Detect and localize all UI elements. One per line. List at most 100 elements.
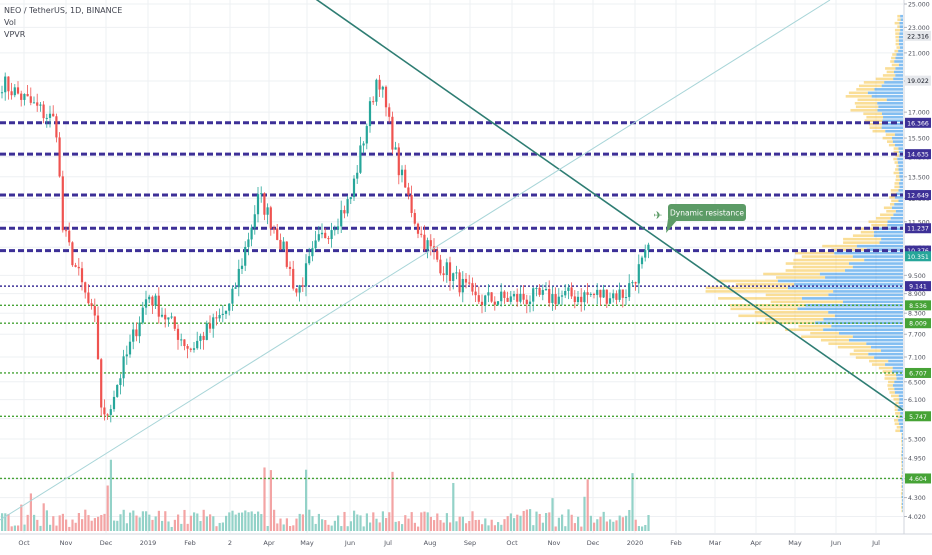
candle-body[interactable] xyxy=(45,117,48,119)
candle-body[interactable] xyxy=(506,297,509,302)
candle-body[interactable] xyxy=(647,244,650,251)
candle-body[interactable] xyxy=(0,92,4,94)
candle-body[interactable] xyxy=(90,303,93,307)
candle-body[interactable] xyxy=(112,396,116,410)
candle-body[interactable] xyxy=(93,306,96,316)
candle-body[interactable] xyxy=(311,248,314,257)
candle-body[interactable] xyxy=(564,291,567,296)
candle-body[interactable] xyxy=(391,116,394,150)
candle-body[interactable] xyxy=(500,291,503,302)
candle-body[interactable] xyxy=(458,272,461,293)
candle-body[interactable] xyxy=(100,359,103,408)
candle-body[interactable] xyxy=(503,291,506,298)
candle-body[interactable] xyxy=(20,93,23,100)
candle-body[interactable] xyxy=(551,294,554,303)
candle-body[interactable] xyxy=(496,301,500,305)
candle-body[interactable] xyxy=(474,291,477,296)
candle-body[interactable] xyxy=(612,293,615,299)
candle-body[interactable] xyxy=(250,227,253,240)
candle-body[interactable] xyxy=(231,288,234,304)
candle-body[interactable] xyxy=(528,301,532,304)
price-label-box[interactable] xyxy=(905,245,931,256)
candle-body[interactable] xyxy=(279,239,282,250)
candle-body[interactable] xyxy=(173,316,176,329)
candle-body[interactable] xyxy=(637,264,640,284)
candle-body[interactable] xyxy=(272,228,276,230)
price-label-box[interactable] xyxy=(905,117,931,128)
price-label-box[interactable] xyxy=(905,281,931,292)
candle-body[interactable] xyxy=(122,356,125,379)
candle-body[interactable] xyxy=(138,322,141,337)
candle-body[interactable] xyxy=(628,283,631,298)
candle-body[interactable] xyxy=(186,346,189,349)
candle-body[interactable] xyxy=(125,354,128,357)
candle-body[interactable] xyxy=(436,250,439,260)
candle-body[interactable] xyxy=(199,335,202,341)
candle-body[interactable] xyxy=(599,289,602,298)
candle-body[interactable] xyxy=(4,76,7,93)
candle-body[interactable] xyxy=(407,187,410,196)
candle-body[interactable] xyxy=(567,287,570,292)
candle-body[interactable] xyxy=(605,289,608,304)
candle-body[interactable] xyxy=(87,292,90,304)
price-label-box[interactable] xyxy=(905,75,931,86)
candle-body[interactable] xyxy=(602,289,605,298)
candle-body[interactable] xyxy=(356,172,359,179)
candle-body[interactable] xyxy=(535,287,538,289)
candle-body[interactable] xyxy=(608,298,612,304)
price-label-box[interactable] xyxy=(905,411,931,422)
candle-body[interactable] xyxy=(468,282,471,284)
candle-body[interactable] xyxy=(416,223,420,234)
candle-body[interactable] xyxy=(580,296,583,303)
indicator-vpvr[interactable]: VPVR xyxy=(4,30,26,39)
candle-body[interactable] xyxy=(48,113,52,118)
candle-body[interactable] xyxy=(445,262,448,276)
candle-body[interactable] xyxy=(384,86,388,108)
candle-body[interactable] xyxy=(423,234,426,250)
candle-body[interactable] xyxy=(7,76,10,92)
candle-body[interactable] xyxy=(170,316,173,318)
candle-body[interactable] xyxy=(448,262,452,281)
candle-body[interactable] xyxy=(61,176,64,231)
candle-body[interactable] xyxy=(151,296,154,306)
candle-body[interactable] xyxy=(544,288,548,291)
candle-body[interactable] xyxy=(192,348,196,350)
price-label-box[interactable] xyxy=(905,318,931,329)
trendline-descending[interactable] xyxy=(310,0,904,411)
candle-body[interactable] xyxy=(42,104,45,119)
candle-body[interactable] xyxy=(349,197,352,200)
candle-body[interactable] xyxy=(68,230,71,243)
candle-body[interactable] xyxy=(618,289,621,300)
candle-body[interactable] xyxy=(141,307,144,323)
price-label-box[interactable] xyxy=(905,251,931,262)
price-label-box[interactable] xyxy=(905,149,931,160)
candle-body[interactable] xyxy=(116,385,119,397)
candle-body[interactable] xyxy=(212,317,215,329)
candle-body[interactable] xyxy=(509,296,512,302)
candle-body[interactable] xyxy=(221,313,224,315)
candle-body[interactable] xyxy=(461,278,464,293)
candle-body[interactable] xyxy=(237,268,240,288)
candle-body[interactable] xyxy=(58,137,61,177)
candle-body[interactable] xyxy=(288,266,292,269)
candle-body[interactable] xyxy=(148,296,151,300)
candle-body[interactable] xyxy=(180,339,183,341)
candle-body[interactable] xyxy=(320,232,324,235)
candle-body[interactable] xyxy=(253,214,256,228)
candle-body[interactable] xyxy=(333,229,336,231)
candle-body[interactable] xyxy=(343,210,346,214)
candle-body[interactable] xyxy=(135,329,138,337)
candle-body[interactable] xyxy=(576,296,580,303)
candle-body[interactable] xyxy=(119,378,122,386)
candle-body[interactable] xyxy=(224,310,228,314)
candle-body[interactable] xyxy=(404,169,407,188)
candle-body[interactable] xyxy=(109,409,112,415)
candle-body[interactable] xyxy=(532,288,535,302)
candle-body[interactable] xyxy=(29,96,32,103)
candle-body[interactable] xyxy=(477,295,480,302)
candle-body[interactable] xyxy=(39,104,42,106)
price-label-box[interactable] xyxy=(905,473,931,484)
price-label-box[interactable] xyxy=(905,367,931,378)
candle-body[interactable] xyxy=(634,282,637,284)
